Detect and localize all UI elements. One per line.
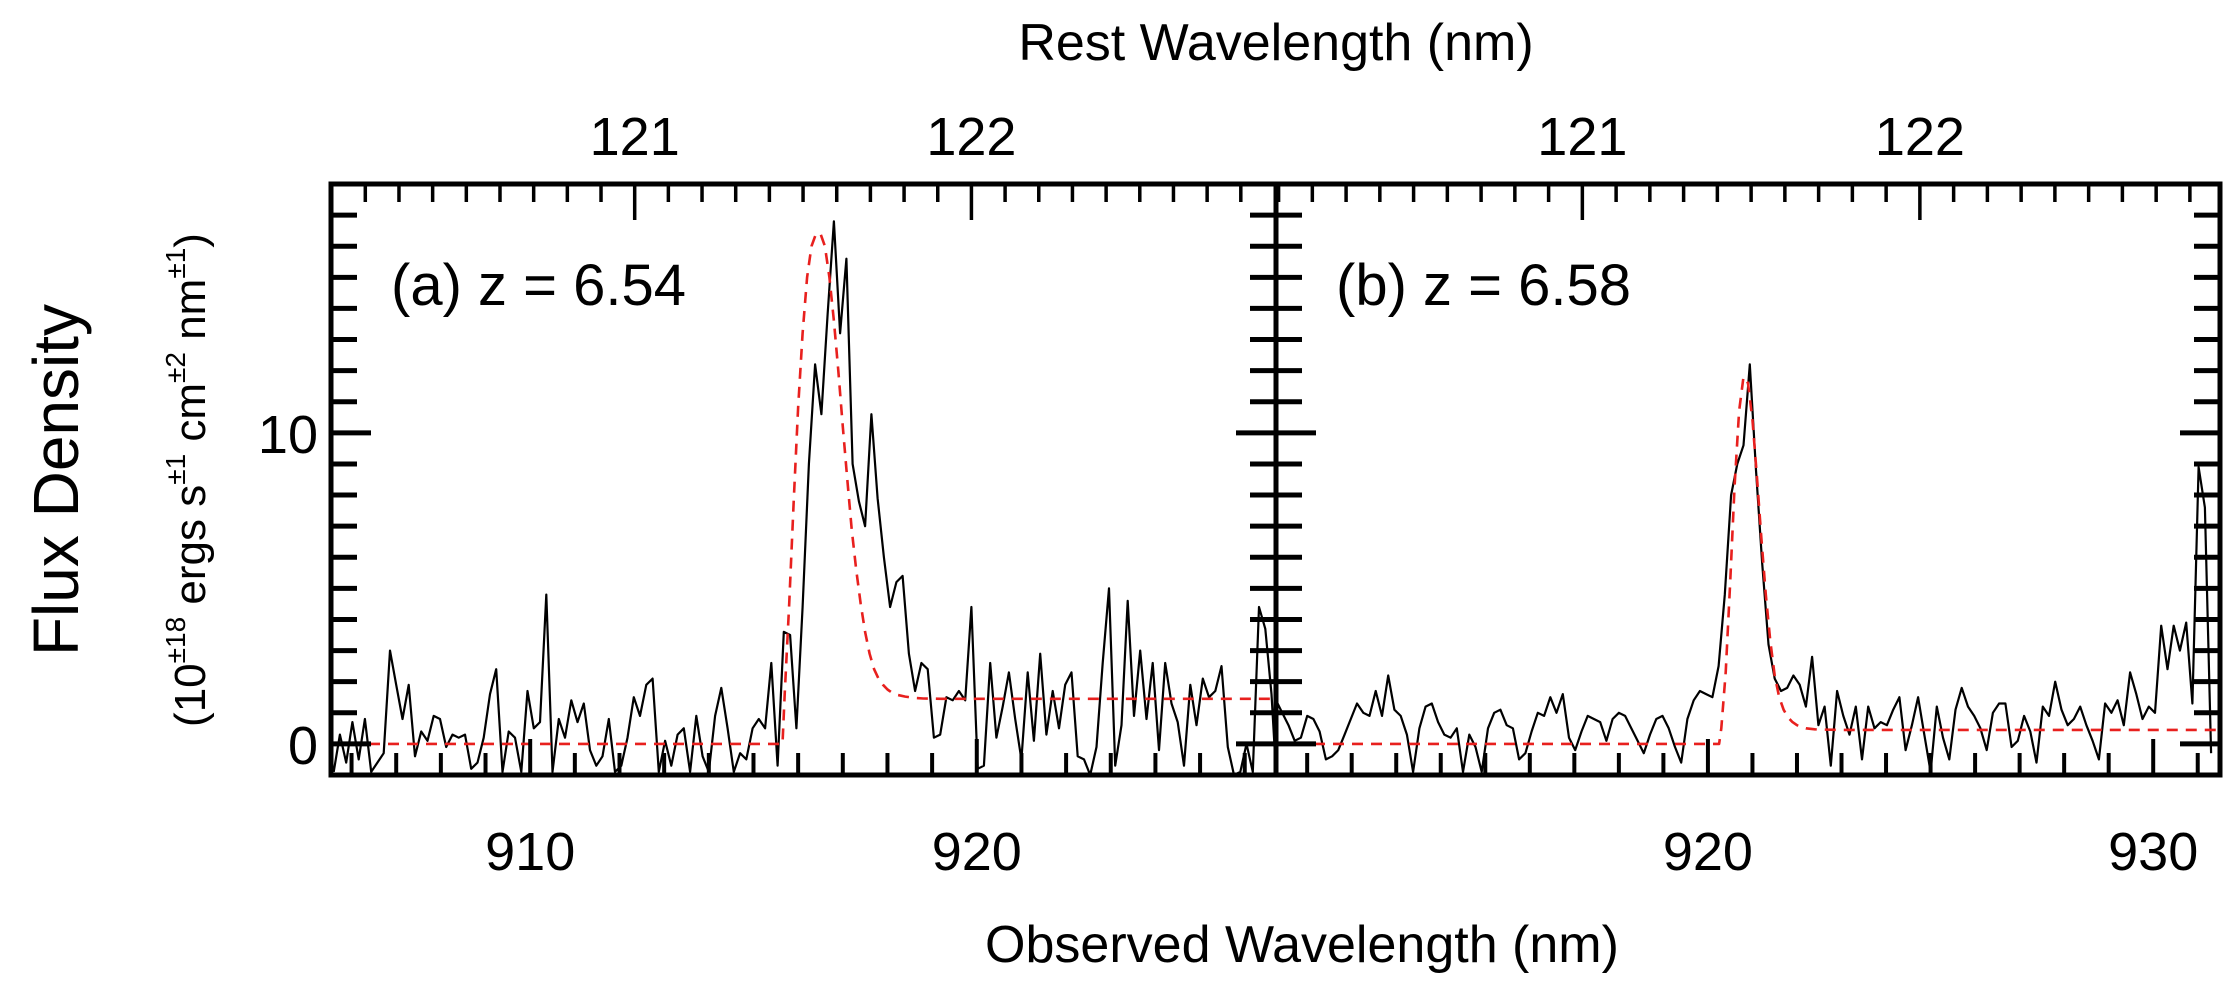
y-tick-label: 0 (288, 716, 318, 776)
x2-tick-label: 121 (1537, 107, 1627, 167)
units-t1: ergs s (166, 485, 215, 617)
x-tick-label: 910 (485, 822, 575, 882)
x2-tick-label: 122 (926, 107, 1016, 167)
y-tick-labels: 0 10 (258, 405, 318, 776)
spectrum-line (1276, 363, 2213, 774)
x-tick-label: 920 (932, 822, 1022, 882)
y-axis-title: Flux Density (20, 304, 92, 656)
units-t2: cm (166, 383, 215, 454)
units-exp2: ±1 (160, 454, 191, 485)
panel-a: 910 920 121 122 (a) z = 6.54 (328, 107, 1279, 882)
bottom-axis-title: Observed Wavelength (nm) (985, 916, 1619, 974)
y-axis-units-group: (10±18 ergs s±1 cm±2 nm±1) (160, 233, 215, 727)
units-exp4: ±1 (160, 248, 191, 279)
x2-tick-label: 122 (1875, 107, 1965, 167)
units-exp1: ±18 (160, 617, 191, 664)
y-axis-units: (10±18 ergs s±1 cm±2 nm±1) (160, 233, 215, 727)
units-open: (10 (166, 663, 215, 727)
x2-tick-label: 121 (590, 107, 680, 167)
units-close: ) (166, 233, 215, 248)
y-axis-title-group: Flux Density (20, 304, 92, 656)
panel-b: 920 930 121 122 (b) z = 6.58 (1273, 107, 2223, 882)
panel-frame (1273, 181, 2223, 778)
top-axis-title: Rest Wavelength (nm) (1018, 14, 1533, 72)
model-fit-line (1276, 375, 2220, 746)
panels: 910 920 121 122 (a) z = 6.54 920 930 121 122 (b) … (258, 107, 2223, 882)
panel-label: (b) z = 6.58 (1336, 253, 1631, 318)
x-tick-label: 920 (1663, 822, 1753, 882)
panel-label: (a) z = 6.54 (391, 253, 686, 318)
units-exp3: ±2 (160, 352, 191, 383)
x-tick-label: 930 (2108, 822, 2198, 882)
units-t3: nm (166, 279, 215, 352)
spectrum-line (332, 220, 1276, 775)
y-tick-label: 10 (258, 405, 318, 465)
